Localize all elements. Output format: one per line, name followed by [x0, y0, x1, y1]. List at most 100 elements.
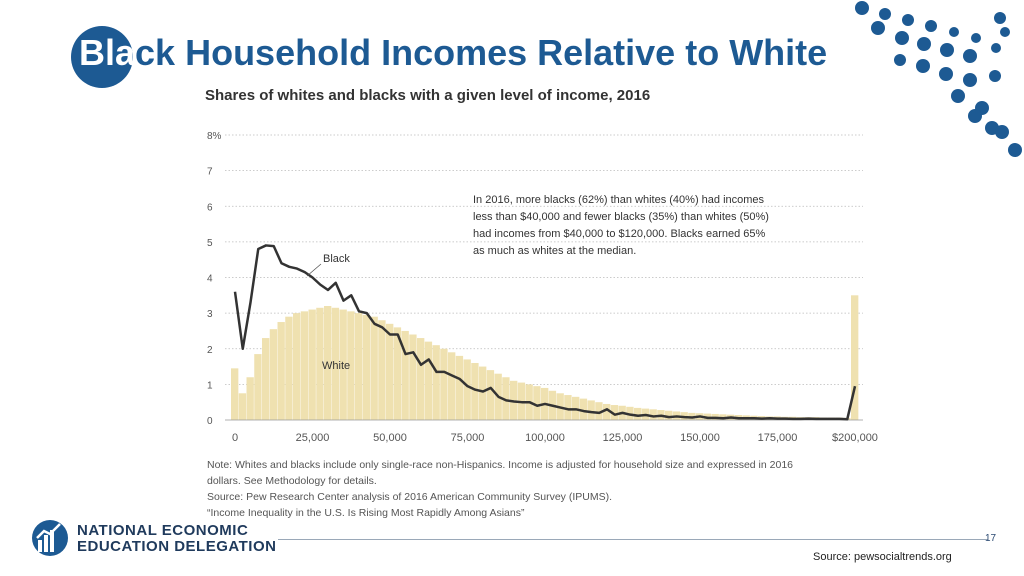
- decorative-dot: [991, 43, 1001, 53]
- y-tick-label: 3: [207, 309, 213, 320]
- y-tick-label: 5: [207, 238, 213, 249]
- decorative-dot: [1008, 143, 1022, 157]
- chart-note-line: Source: Pew Research Center analysis of …: [207, 491, 612, 503]
- decorative-dot: [939, 67, 953, 81]
- white-series-bar: [401, 330, 409, 420]
- annotation-line: had incomes from $40,000 to $120,000. Bl…: [473, 228, 766, 240]
- y-tick-label: 7: [207, 167, 213, 178]
- white-series-bar: [300, 311, 309, 420]
- white-series-bar: [277, 322, 285, 420]
- series-label-black: Black: [323, 253, 350, 265]
- annotation-line: less than $40,000 and fewer blacks (35%)…: [473, 211, 769, 223]
- white-series-bar: [417, 338, 425, 420]
- decorative-dots: [855, 1, 1022, 157]
- decorative-dot: [968, 109, 982, 123]
- white-series-bar: [393, 327, 402, 420]
- white-series-bar: [316, 307, 324, 420]
- title-circle-accent: [71, 26, 133, 88]
- footer-divider: [278, 539, 988, 540]
- x-tick-label: 125,000: [603, 432, 643, 444]
- page-number: 17: [985, 533, 997, 544]
- chart-note-line: dollars. See Methodology for details.: [207, 475, 377, 487]
- white-series-bar: [502, 377, 510, 420]
- white-series-bar: [331, 307, 340, 420]
- white-series-bar: [440, 348, 448, 420]
- decorative-dot: [994, 12, 1006, 24]
- y-tick-label: 4: [207, 274, 213, 285]
- y-tick-label: 1: [207, 380, 213, 391]
- decorative-dot: [894, 54, 906, 66]
- white-series-bar: [347, 311, 355, 420]
- chart-note-line: “Income Inequality in the U.S. Is Rising…: [207, 507, 525, 519]
- white-series-bar: [665, 410, 673, 420]
- white-series-bar: [293, 313, 301, 420]
- white-series-bar: [355, 313, 363, 420]
- decorative-dot: [902, 14, 914, 26]
- white-series-bar: [486, 370, 495, 420]
- white-series-bar: [308, 309, 316, 420]
- white-series-bar: [432, 345, 440, 420]
- decorative-dot: [940, 43, 954, 57]
- decorative-dot: [855, 1, 869, 15]
- white-series-bar: [269, 329, 278, 420]
- x-tick-label: 150,000: [680, 432, 720, 444]
- black-series-line: [233, 244, 857, 421]
- x-tick-label: 25,000: [296, 432, 330, 444]
- decorative-dot: [916, 59, 930, 73]
- source-credit: Source: pewsocialtrends.org: [813, 551, 952, 563]
- white-series-bar: [455, 355, 464, 420]
- white-series-bar: [254, 354, 262, 420]
- white-series-bar: [362, 314, 371, 420]
- decorative-dot: [951, 89, 965, 103]
- slide-title: Black Household Incomes Relative to Whit…: [79, 30, 827, 76]
- decorative-dot: [963, 49, 977, 63]
- decorative-dot: [871, 21, 885, 35]
- decorative-dot: [879, 8, 891, 20]
- white-series-bar: [579, 398, 588, 420]
- decorative-dot: [971, 33, 981, 43]
- white-series-bar: [851, 295, 859, 420]
- logo-icon: [32, 520, 68, 556]
- decorative-dot: [925, 20, 937, 32]
- white-series-bar: [448, 352, 456, 420]
- annotation-line: as much as whites at the median.: [473, 245, 636, 257]
- x-tick-label: 100,000: [525, 432, 565, 444]
- y-tick-label: 0: [207, 416, 213, 427]
- white-series-bar: [386, 323, 394, 420]
- y-tick-label: 2: [207, 345, 213, 356]
- white-series-bar: [634, 407, 642, 420]
- chart-title: Shares of whites and blacks with a given…: [205, 87, 650, 104]
- series-label-black-leader: [306, 263, 322, 277]
- white-series-bar: [285, 316, 293, 420]
- x-tick-label: 175,000: [758, 432, 798, 444]
- white-series-bar: [603, 403, 611, 420]
- logo-text: NATIONAL ECONOMIC EDUCATION DELEGATION: [77, 523, 276, 555]
- x-tick-label: 50,000: [373, 432, 407, 444]
- annotation-line: In 2016, more blacks (62%) than whites (…: [473, 194, 765, 206]
- decorative-dot: [963, 73, 977, 87]
- y-tick-label: 6: [207, 202, 213, 213]
- white-series-bar: [595, 402, 603, 420]
- series-label-white: White: [322, 360, 350, 372]
- white-series-bar: [463, 359, 471, 420]
- white-series-bar: [564, 395, 572, 420]
- slide-title-rest: ck Household Incomes Relative to White: [135, 32, 828, 73]
- white-series-bar: [471, 363, 479, 420]
- x-tick-label: $200,000: [832, 432, 878, 444]
- white-series-bar: [533, 386, 541, 420]
- white-series-bar: [479, 366, 487, 420]
- white-series-bar: [339, 309, 347, 420]
- white-series-bar: [324, 306, 332, 420]
- white-series-bar: [587, 400, 595, 420]
- white-series-bar: [231, 368, 239, 420]
- decorative-dot: [1000, 27, 1010, 37]
- logo-line-2: EDUCATION DELEGATION: [77, 538, 277, 555]
- decorative-dot: [989, 70, 1001, 82]
- white-series-bar: [238, 393, 247, 420]
- white-series-bar: [409, 334, 417, 420]
- white-series-bar: [378, 320, 386, 420]
- decorative-dot: [995, 125, 1009, 139]
- slide-title-inverted-part: Bla: [79, 32, 136, 73]
- white-series-bar: [649, 409, 657, 420]
- decorative-dot: [917, 37, 931, 51]
